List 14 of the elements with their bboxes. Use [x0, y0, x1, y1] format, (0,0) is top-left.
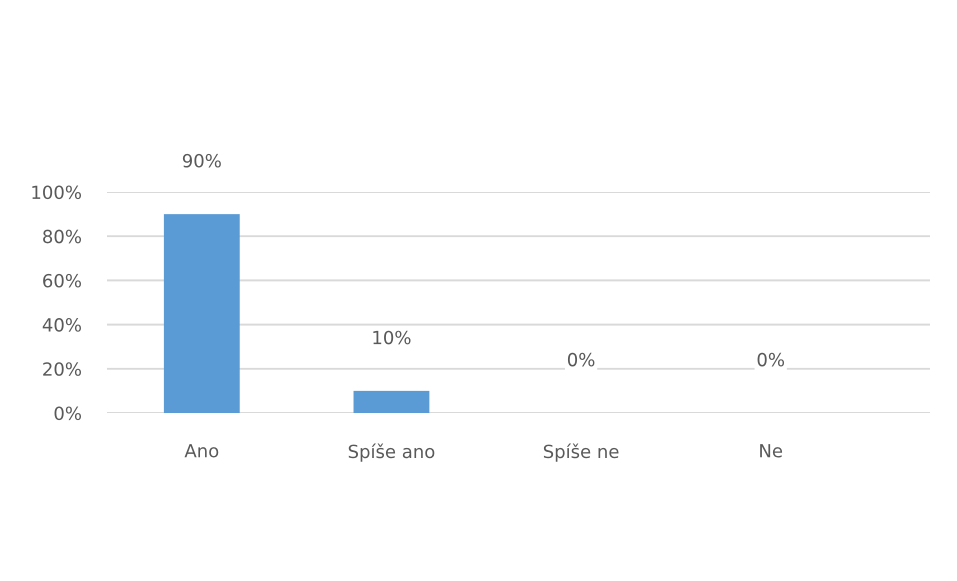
data-label: 10%: [373, 330, 411, 344]
y-tick-label: 20%: [43, 362, 82, 376]
x-tick-label: Spíše ano: [348, 444, 434, 462]
y-tick-label: 40%: [42, 318, 82, 332]
y-tick-label: 80%: [43, 230, 82, 244]
data-label: 90%: [182, 154, 221, 168]
y-tick-label: 60%: [43, 274, 82, 288]
x-tick-label: Spíše ne: [544, 444, 618, 462]
x-tick-label: Ano: [184, 444, 218, 458]
data-label: 0%: [758, 352, 784, 366]
y-tick-label: 0%: [54, 406, 82, 420]
y-tick-label: 100%: [32, 185, 82, 200]
data-label: 0%: [568, 352, 594, 366]
x-tick-label: Ne: [760, 444, 782, 458]
